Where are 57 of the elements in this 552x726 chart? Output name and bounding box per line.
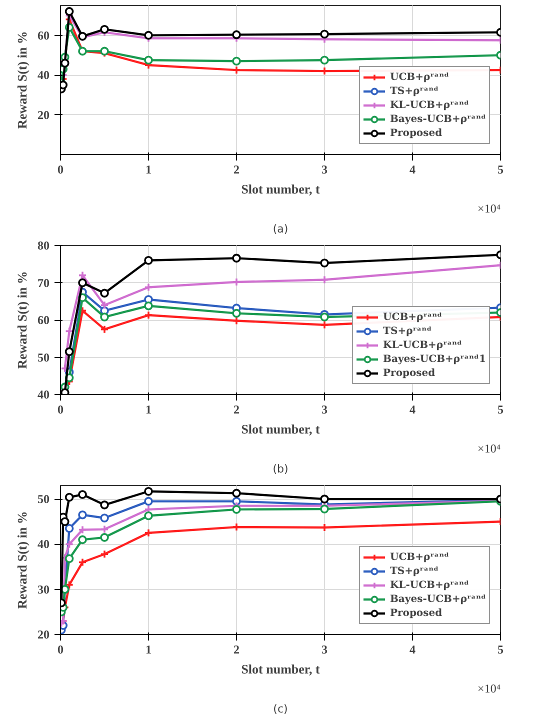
x-axis-title: Slot number, t [241, 422, 320, 436]
x-tick-label: 3 [322, 162, 328, 176]
x-tick-label: 3 [322, 402, 328, 416]
legend-label: UCB+ρʳᵃⁿᵈ [390, 70, 450, 84]
x-tick-label: 5 [498, 162, 504, 176]
x-tick-label: 2 [234, 402, 240, 416]
text: (c) [273, 702, 288, 716]
y-tick-label: 80 [38, 238, 50, 252]
x-tick-label: 5 [498, 402, 504, 416]
y-axis-title: Reward S(t) in % [14, 511, 30, 609]
text: ×10⁴ [478, 202, 500, 216]
legend-label: TS+ρʳᵃⁿᵈ [390, 84, 439, 98]
y-axis-title: Reward S(t) in % [14, 31, 30, 129]
y-tick-label: 70 [38, 276, 50, 290]
x-tick-label: 4 [410, 162, 416, 176]
legend-label: KL-UCB+ρʳᵃⁿᵈ [390, 578, 469, 592]
legend-label: Proposed [390, 606, 442, 620]
y-tick-label: 30 [38, 582, 50, 596]
text: ×10⁴ [478, 682, 500, 696]
legend-label: KL-UCB+ρʳᵃⁿᵈ [390, 98, 469, 112]
y-tick-label: 50 [38, 492, 50, 506]
legend-label: UCB+ρʳᵃⁿᵈ [390, 550, 450, 564]
legend-label: TS+ρʳᵃⁿᵈ [383, 324, 432, 338]
legend-label: Bayes-UCB+ρʳᵃⁿᵈ [390, 112, 486, 126]
x-axis-title: Slot number, t [241, 182, 320, 196]
x-tick-label: 3 [322, 642, 328, 656]
x-tick-label: 2 [234, 642, 240, 656]
legend-label: KL-UCB+ρʳᵃⁿᵈ [383, 338, 462, 352]
y-tick-label: 60 [38, 28, 50, 42]
x-tick-label: 4 [410, 642, 416, 656]
y-tick-label: 40 [38, 388, 50, 402]
legend-label: UCB+ρʳᵃⁿᵈ [383, 310, 442, 324]
x-tick-label: 0 [58, 402, 64, 416]
text: ×10⁴ [478, 442, 500, 456]
y-tick-label: 50 [38, 350, 50, 364]
x-tick-label: 1 [146, 162, 152, 176]
legend-label: Proposed [383, 366, 436, 380]
y-tick-label: 20 [38, 628, 50, 642]
legend-label: Proposed [390, 126, 442, 140]
x-tick-label: 1 [146, 402, 152, 416]
y-axis-title: Reward S(t) in % [14, 271, 30, 369]
legend-label: TS+ρʳᵃⁿᵈ [390, 564, 439, 578]
y-tick-label: 40 [38, 68, 50, 82]
text: (b) [272, 462, 288, 476]
legend-label: Bayes-UCB+ρʳᵃⁿᵈ [390, 592, 486, 606]
x-tick-label: 4 [410, 402, 416, 416]
legend-label: Bayes-UCB+ρʳᵃⁿᵈ1 [383, 352, 486, 366]
y-tick-label: 20 [38, 108, 50, 122]
x-axis-title: Slot number, t [241, 662, 320, 676]
x-tick-label: 1 [146, 642, 152, 656]
x-tick-label: 2 [234, 162, 240, 176]
x-tick-label: 5 [498, 642, 504, 656]
y-tick-label: 60 [38, 313, 50, 327]
x-tick-label: 0 [58, 162, 64, 176]
x-tick-label: 0 [58, 642, 64, 656]
text: (a) [272, 222, 288, 236]
y-tick-label: 40 [38, 537, 50, 552]
